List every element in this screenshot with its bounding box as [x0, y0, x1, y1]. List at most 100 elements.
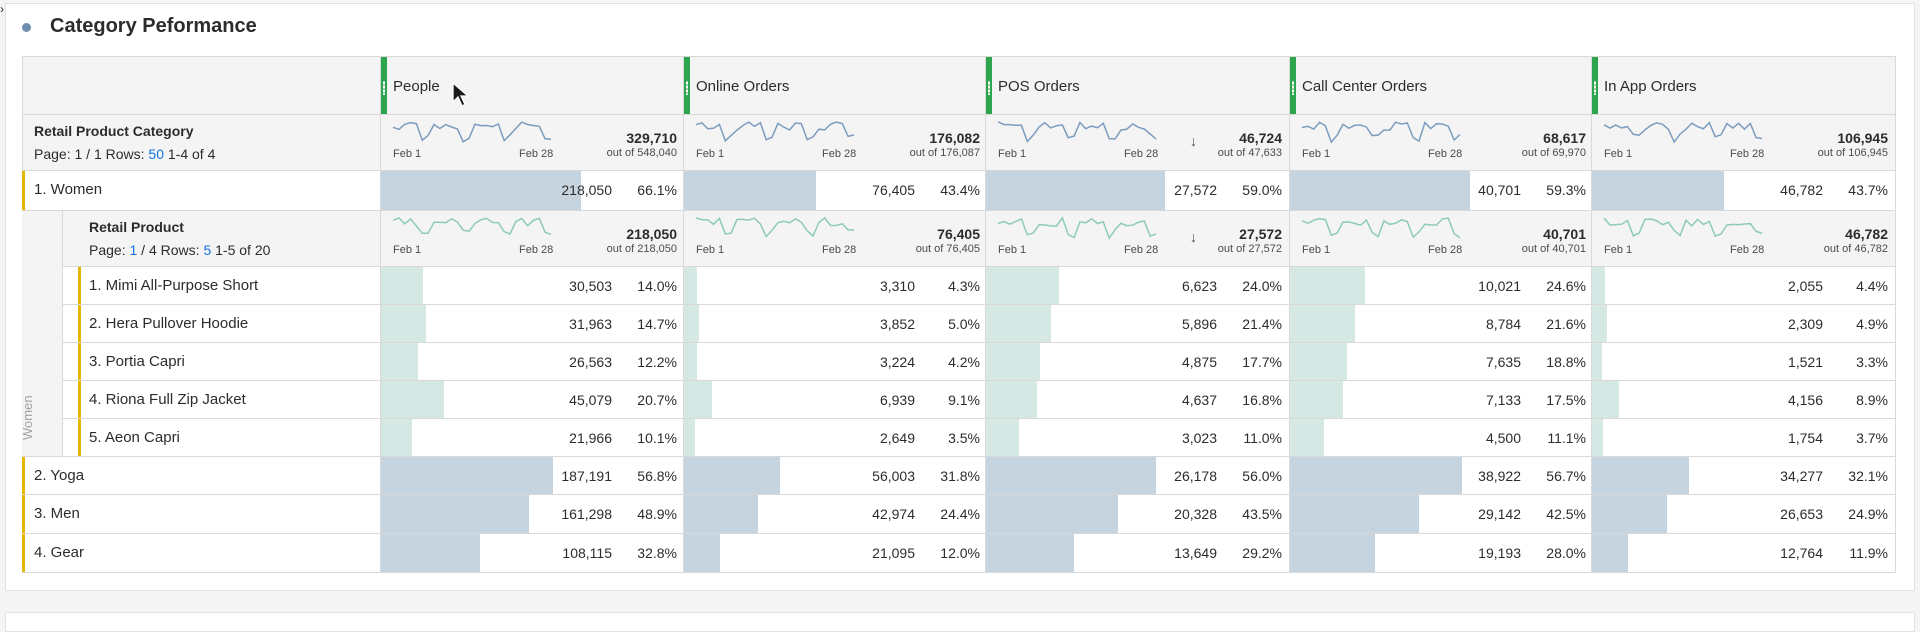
cell-percent: 32.1%: [1848, 468, 1888, 484]
cell-percent: 8.9%: [1856, 392, 1888, 408]
sort-descending-icon[interactable]: ↓: [1190, 133, 1197, 149]
row-label[interactable]: 1. Mimi All-Purpose Short: [89, 277, 259, 294]
column-drag-handle[interactable]: [986, 57, 992, 114]
cell-value[interactable]: 4,156: [1787, 392, 1823, 408]
page-current-link[interactable]: 1: [129, 242, 138, 258]
panel-title[interactable]: Category Peformance: [50, 15, 257, 37]
row-label[interactable]: 2. Yoga: [34, 467, 85, 484]
rows-per-page-selector[interactable]: 5: [203, 242, 212, 258]
percent-bar: [381, 343, 418, 380]
cell-value[interactable]: 26,653: [1780, 506, 1823, 522]
column-total-out-of: out of 27,572: [1217, 243, 1282, 255]
cell-percent: 56.8%: [637, 468, 677, 484]
cell-value[interactable]: 26,178: [1174, 468, 1217, 484]
row-divider: [22, 114, 1896, 115]
cell-value[interactable]: 30,503: [569, 278, 612, 294]
cell-value[interactable]: 13,649: [1174, 545, 1217, 561]
cell-value[interactable]: 76,405: [872, 182, 915, 198]
cell-value[interactable]: 2,055: [1787, 278, 1823, 294]
column-header-4[interactable]: Call Center Orders: [1302, 78, 1428, 95]
column-header-1[interactable]: People: [393, 78, 440, 95]
cell-value[interactable]: 3,310: [879, 278, 915, 294]
cell-value[interactable]: 6,623: [1181, 278, 1217, 294]
row-label[interactable]: 4. Gear: [34, 544, 85, 561]
panel-bullet-icon[interactable]: [22, 23, 31, 32]
column-drag-handle[interactable]: [684, 57, 690, 114]
cell-percent: 56.0%: [1242, 468, 1282, 484]
percent-bar: [684, 343, 697, 380]
breakdown-dimension-title[interactable]: Retail Product: [89, 219, 184, 235]
cell-value[interactable]: 2,309: [1787, 316, 1823, 332]
cell-value[interactable]: 21,966: [569, 430, 612, 446]
cell-percent: 66.1%: [637, 182, 677, 198]
cell-value[interactable]: 26,563: [569, 354, 612, 370]
cell-value[interactable]: 6,939: [879, 392, 915, 408]
column-drag-handle[interactable]: [381, 57, 387, 114]
row-label[interactable]: 5. Aeon Capri: [89, 429, 180, 446]
row-label[interactable]: 2. Hera Pullover Hoodie: [89, 315, 249, 332]
percent-bar: [986, 381, 1037, 418]
cell-value[interactable]: 5,896: [1181, 316, 1217, 332]
cell-value[interactable]: 46,782: [1780, 182, 1823, 198]
sort-descending-icon[interactable]: ↓: [1190, 229, 1197, 245]
sparkline: [997, 121, 1157, 143]
cell-value[interactable]: 45,079: [569, 392, 612, 408]
breakdown-pagination: Page: 1 / 4 Rows: 5 1-5 of 20: [89, 242, 270, 258]
row-label[interactable]: 3. Men: [34, 505, 80, 522]
row-label[interactable]: 1. Women: [34, 181, 103, 198]
cell-value[interactable]: 1,754: [1787, 430, 1823, 446]
dimension-title[interactable]: Retail Product Category: [34, 123, 194, 139]
cell-value[interactable]: 27,572: [1174, 182, 1217, 198]
column-total: 46,724: [1239, 130, 1282, 146]
cell-value[interactable]: 1,521: [1787, 354, 1823, 370]
next-page-icon[interactable]: ›: [0, 2, 4, 16]
percent-bar: [381, 267, 423, 304]
sparkline-end-label: Feb 28: [822, 244, 857, 256]
percent-bar: [986, 171, 1165, 210]
rows-per-page-selector[interactable]: 50: [148, 146, 164, 162]
mouse-pointer-icon: [452, 82, 470, 107]
cell-percent: 16.8%: [1242, 392, 1282, 408]
row-divider: [62, 342, 1896, 343]
row-label[interactable]: 4. Riona Full Zip Jacket: [89, 391, 246, 408]
cell-value[interactable]: 3,224: [879, 354, 915, 370]
cell-value[interactable]: 34,277: [1780, 468, 1823, 484]
column-drag-handle[interactable]: [1290, 57, 1296, 114]
column-drag-handle[interactable]: [1592, 57, 1598, 114]
cell-value[interactable]: 40,701: [1478, 182, 1521, 198]
cell-value[interactable]: 42,974: [872, 506, 915, 522]
cell-value[interactable]: 29,142: [1478, 506, 1521, 522]
cell-value[interactable]: 4,875: [1181, 354, 1217, 370]
cell-value[interactable]: 3,852: [879, 316, 915, 332]
cell-percent: 9.1%: [948, 392, 980, 408]
sparkline-start-label: Feb 1: [1604, 244, 1633, 256]
cell-value[interactable]: 4,500: [1485, 430, 1521, 446]
cell-value[interactable]: 20,328: [1174, 506, 1217, 522]
row-divider: [62, 266, 1896, 267]
cell-value[interactable]: 2,649: [879, 430, 915, 446]
cell-value[interactable]: 10,021: [1478, 278, 1521, 294]
cell-value[interactable]: 161,298: [561, 506, 612, 522]
cell-value[interactable]: 21,095: [872, 545, 915, 561]
column-header-5[interactable]: In App Orders: [1604, 78, 1697, 95]
cell-value[interactable]: 8,784: [1485, 316, 1521, 332]
cell-value[interactable]: 3,023: [1181, 430, 1217, 446]
cell-value[interactable]: 19,193: [1478, 545, 1521, 561]
cell-value[interactable]: 7,635: [1485, 354, 1521, 370]
cell-value[interactable]: 31,963: [569, 316, 612, 332]
cell-value[interactable]: 7,133: [1485, 392, 1521, 408]
cell-value[interactable]: 38,922: [1478, 468, 1521, 484]
row-divider: [22, 533, 1896, 534]
cell-value[interactable]: 56,003: [872, 468, 915, 484]
cell-value[interactable]: 187,191: [561, 468, 612, 484]
cell-value[interactable]: 218,050: [561, 182, 612, 198]
percent-bar: [1592, 495, 1667, 533]
cell-value[interactable]: 4,637: [1181, 392, 1217, 408]
cell-value[interactable]: 12,764: [1780, 545, 1823, 561]
column-header-2[interactable]: Online Orders: [696, 78, 790, 95]
sparkline: [997, 216, 1157, 240]
column-header-3[interactable]: POS Orders: [998, 78, 1080, 95]
percent-bar: [1592, 343, 1602, 380]
row-label[interactable]: 3. Portia Capri: [89, 353, 185, 370]
cell-value[interactable]: 108,115: [562, 545, 612, 561]
